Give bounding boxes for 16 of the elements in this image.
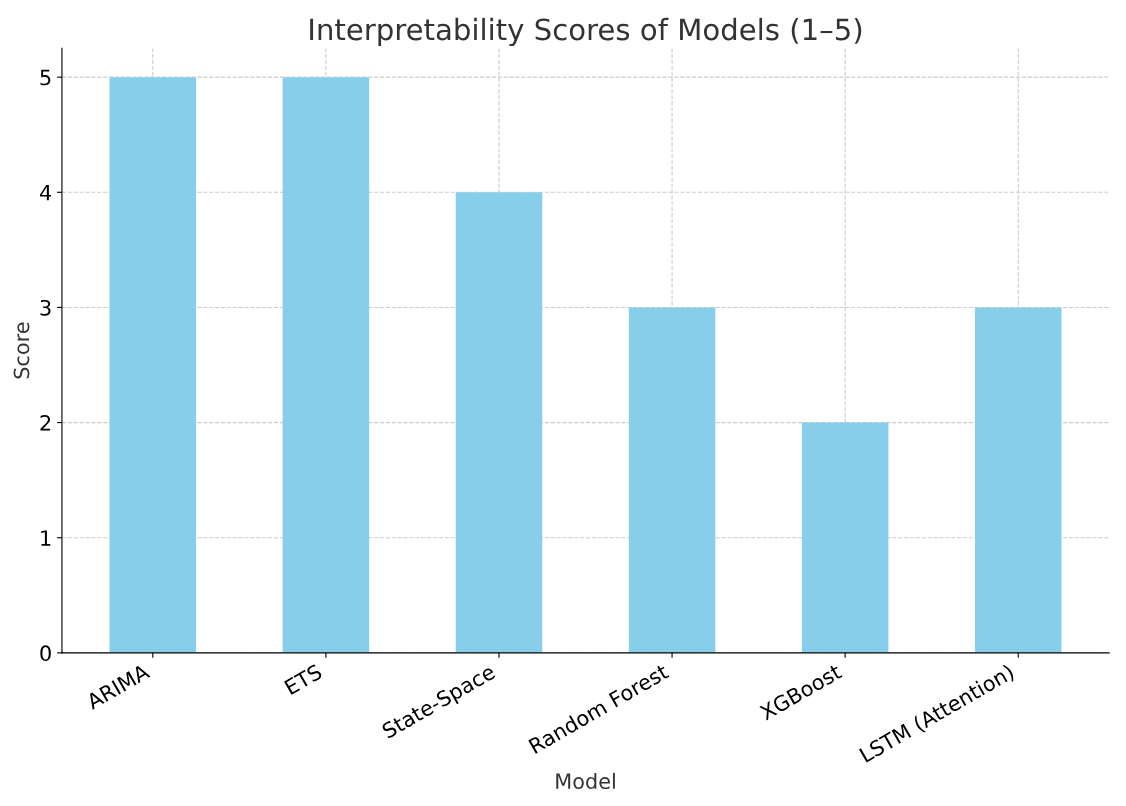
chart-title: Interpretability Scores of Models (1–5) xyxy=(310,17,862,47)
bar xyxy=(455,192,543,653)
bar xyxy=(801,422,889,653)
bar xyxy=(109,77,197,653)
y-axis-title: Score xyxy=(13,322,30,379)
y-tick-label: 5 xyxy=(40,69,51,86)
y-tick-label: 1 xyxy=(41,530,51,546)
y-tick-label: 2 xyxy=(40,415,51,431)
y-tick-label: 3 xyxy=(40,299,51,316)
bar xyxy=(974,307,1062,653)
y-tick-label: 0 xyxy=(40,645,51,662)
bar xyxy=(282,77,370,653)
bar xyxy=(628,307,716,653)
x-tick-label: ETS xyxy=(283,663,323,696)
y-tick-label: 4 xyxy=(39,185,52,201)
x-axis-title: Model xyxy=(556,772,615,790)
